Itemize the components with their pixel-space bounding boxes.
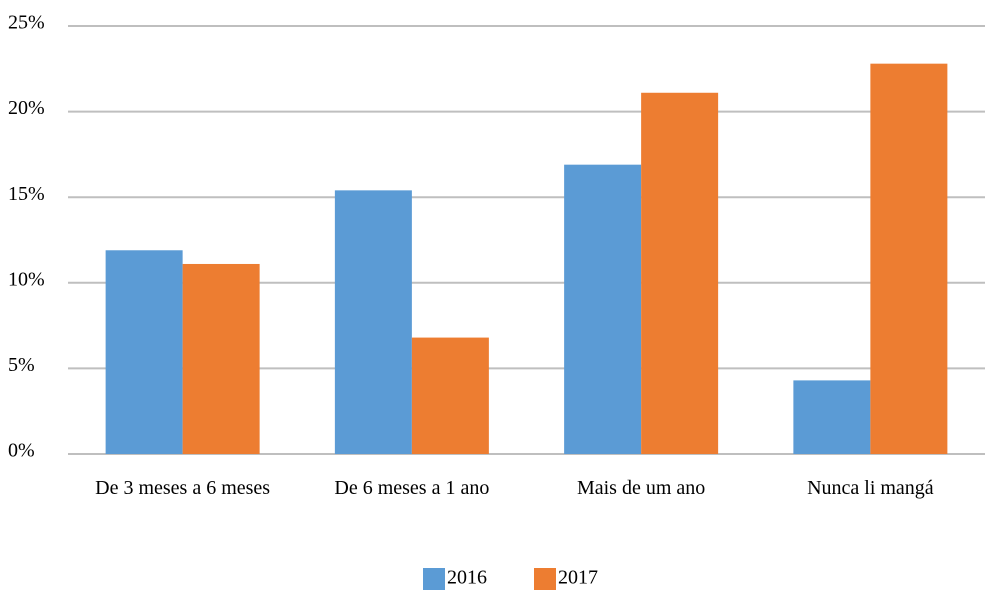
y-tick-label: 15% bbox=[8, 183, 45, 205]
y-tick-label: 5% bbox=[8, 354, 35, 376]
bar bbox=[182, 263, 260, 454]
legend-label: 2016 bbox=[447, 567, 487, 589]
legend-label: 2017 bbox=[558, 567, 598, 589]
bar bbox=[411, 337, 489, 454]
bar bbox=[793, 380, 871, 454]
y-tick-label: 0% bbox=[8, 440, 35, 462]
y-tick-label: 10% bbox=[8, 268, 45, 290]
legend-swatch bbox=[423, 568, 445, 590]
x-tick-label: De 6 meses a 1 ano bbox=[334, 477, 490, 499]
y-tick-label: 20% bbox=[8, 97, 45, 119]
y-tick-label: 25% bbox=[8, 12, 45, 34]
bar bbox=[334, 190, 412, 455]
bar bbox=[641, 92, 719, 454]
x-tick-label: Nunca li mangá bbox=[807, 477, 934, 499]
x-tick-label: De 3 meses a 6 meses bbox=[95, 477, 271, 499]
bar bbox=[105, 250, 183, 454]
legend-swatch bbox=[534, 568, 556, 590]
x-tick-label: Mais de um ano bbox=[576, 477, 706, 499]
bar bbox=[870, 63, 948, 454]
bar bbox=[564, 164, 642, 454]
